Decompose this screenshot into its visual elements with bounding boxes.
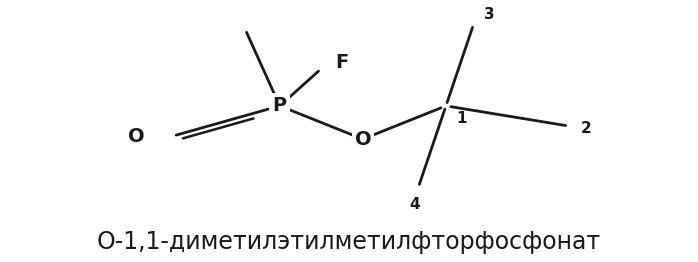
Text: 2: 2 <box>581 121 592 137</box>
Text: O: O <box>355 130 371 149</box>
Text: О-1,1-диметилэтилметилфторфосфонат: О-1,1-диметилэтилметилфторфосфонат <box>97 230 601 254</box>
Text: O: O <box>128 127 144 146</box>
Text: P: P <box>273 96 287 115</box>
Text: F: F <box>335 53 348 72</box>
Text: 3: 3 <box>484 7 495 21</box>
Text: 4: 4 <box>410 196 420 212</box>
Text: 1: 1 <box>456 111 467 126</box>
